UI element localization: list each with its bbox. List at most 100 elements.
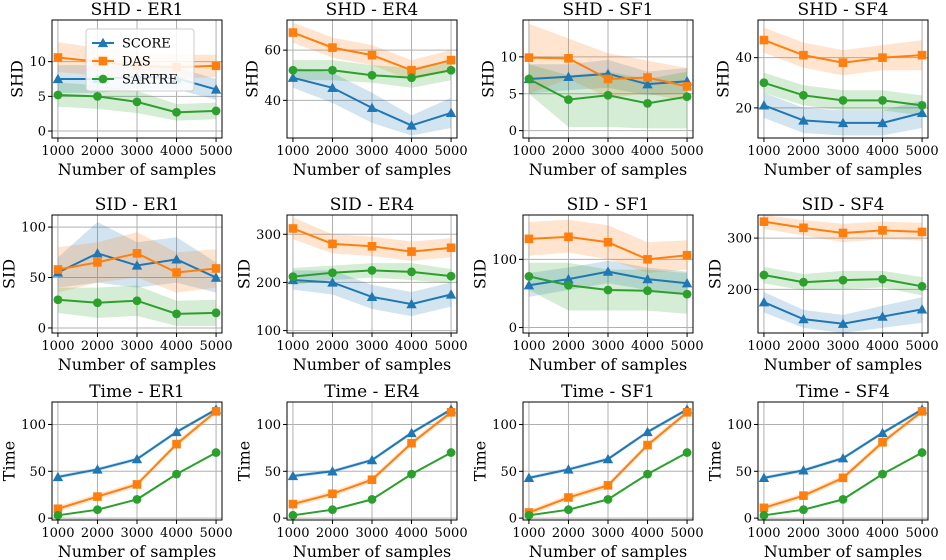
point-score	[523, 472, 535, 483]
point-score	[837, 318, 849, 328]
point-sartre	[643, 98, 652, 108]
point-score	[798, 313, 809, 324]
point-das	[917, 227, 927, 237]
point-das	[564, 54, 573, 63]
y-tick-label: 0	[273, 512, 281, 527]
point-score	[406, 120, 417, 130]
x-tick-label: 1000	[276, 526, 309, 541]
x-tick-label: 1000	[41, 339, 74, 354]
point-sartre	[799, 90, 808, 100]
x-axis-label: Number of samples	[58, 355, 217, 374]
x-tick-label: 1000	[512, 339, 545, 354]
point-das	[759, 35, 769, 45]
x-axis-label: Number of samples	[293, 542, 452, 560]
x-axis-label: Number of samples	[58, 160, 217, 179]
x-tick-label: 1000	[276, 339, 309, 354]
point-das	[53, 265, 63, 274]
point-score	[52, 73, 64, 84]
band-das	[763, 215, 923, 243]
point-sartre	[172, 469, 181, 479]
point-score	[171, 426, 182, 437]
point-das	[878, 226, 887, 235]
point-das	[838, 228, 848, 238]
x-tick-label: 3000	[120, 526, 153, 541]
point-sartre	[682, 92, 692, 102]
y-tick-label: 40	[735, 51, 752, 66]
point-sartre	[93, 91, 102, 101]
grid	[523, 402, 693, 520]
x-tick-label: 4000	[631, 144, 664, 159]
x-axis-label: Number of samples	[529, 160, 688, 179]
point-score	[366, 454, 378, 465]
point-score	[916, 304, 928, 314]
x-tick-label: 1000	[747, 144, 780, 159]
x-tick-label: 1000	[41, 526, 74, 541]
panel-title: Time - SF4	[796, 382, 890, 402]
chart-time-er1: 1000 2000 3000 4000 5000 0 50 100 Time - ER1 Numb…	[0, 382, 233, 560]
band-das	[57, 408, 217, 512]
point-das	[878, 437, 887, 447]
point-das	[367, 242, 377, 251]
x-tick-label: 3000	[826, 339, 859, 354]
point-sartre	[564, 505, 573, 515]
point-das	[799, 223, 808, 233]
y-axis-label: SID	[0, 259, 19, 289]
x-tick-label: 3000	[120, 339, 153, 354]
point-das	[643, 440, 652, 450]
panel-title: SHD - SF4	[798, 0, 889, 20]
point-score	[406, 298, 417, 309]
x-axis-label: Number of samples	[58, 542, 217, 560]
x-tick-label: 2000	[316, 526, 349, 541]
point-score	[877, 117, 888, 128]
x-tick-label: 2000	[787, 526, 820, 541]
x-tick-label: 5000	[671, 526, 704, 541]
x-tick-label: 5000	[200, 526, 233, 541]
x-tick-label: 4000	[866, 144, 899, 159]
y-tick-label: 200	[727, 283, 752, 298]
x-tick-label: 2000	[81, 339, 114, 354]
point-das	[93, 258, 102, 267]
point-sartre	[288, 272, 298, 282]
point-das	[367, 475, 377, 485]
point-sartre	[53, 90, 63, 100]
chart-sid-er1: 1000 2000 3000 4000 5000 0 50 100 SID - ER1 Numbe…	[0, 195, 233, 374]
point-das	[878, 53, 887, 62]
point-score	[916, 107, 928, 118]
point-score	[563, 464, 574, 474]
x-tick-label: 4000	[395, 526, 428, 541]
x-tick-label: 4000	[160, 526, 193, 541]
point-sartre	[878, 274, 887, 284]
chart-time-er4: 1000 2000 3000 4000 5000 0 50 100 Time - ER4 Numb…	[235, 382, 468, 560]
point-sartre	[799, 277, 808, 287]
point-score	[798, 465, 809, 475]
x-tick-label: 3000	[355, 144, 388, 159]
x-tick-label: 3000	[120, 144, 153, 159]
x-tick-label: 4000	[631, 526, 664, 541]
point-score	[327, 466, 338, 476]
point-score	[366, 102, 378, 113]
point-sartre	[132, 494, 142, 504]
y-tick-label: 60	[264, 44, 281, 59]
point-sartre	[524, 271, 534, 281]
point-sartre	[917, 448, 927, 457]
point-das	[446, 408, 456, 417]
point-sartre	[917, 100, 927, 110]
y-axis-label: SID	[706, 259, 725, 289]
point-sartre	[446, 65, 456, 75]
x-axis-label: Number of samples	[293, 160, 452, 179]
point-score	[287, 470, 299, 481]
point-das	[53, 504, 63, 514]
y-tick-label: 0	[509, 124, 517, 139]
chart-sid-er4: 1000 2000 3000 4000 5000 100 200 300 SID - ER4 Nu…	[235, 195, 468, 374]
x-tick-label: 3000	[591, 144, 624, 159]
y-tick-label: 50	[264, 465, 281, 480]
x-axis-label: Number of samples	[529, 355, 688, 374]
y-axis-label: Time	[0, 441, 19, 481]
y-axis-label: Time	[235, 441, 254, 481]
point-score	[837, 117, 849, 128]
point-score	[563, 273, 574, 284]
point-das	[446, 55, 456, 65]
point-das	[917, 50, 927, 60]
point-das	[172, 439, 181, 449]
x-tick-label: 5000	[435, 144, 468, 159]
